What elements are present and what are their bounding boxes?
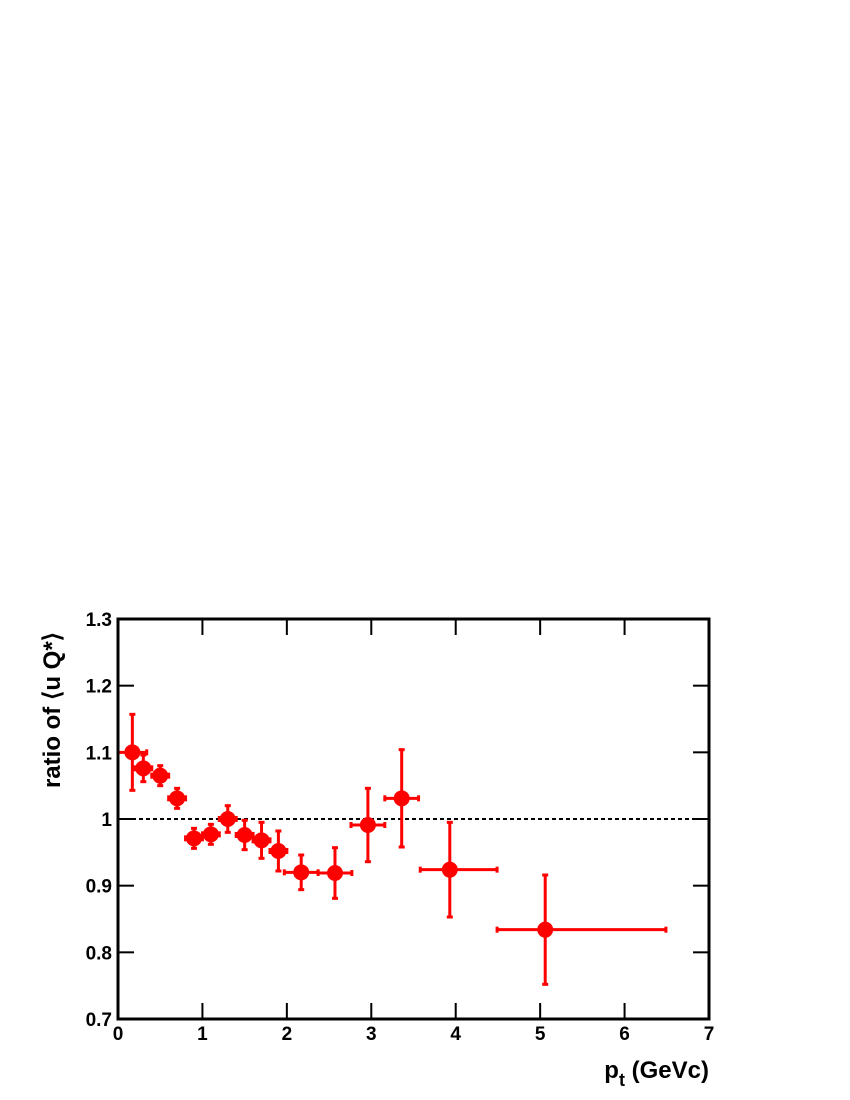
data-point xyxy=(393,790,410,807)
plot-frame xyxy=(116,617,711,1021)
data-point xyxy=(253,832,270,849)
x-label-rest: (GeVc) xyxy=(625,1057,709,1084)
y-axis-label: ratio of ⟨u Q*⟩ xyxy=(39,632,66,788)
x-axis-label: pt (GeVc) xyxy=(604,1057,709,1090)
data-point xyxy=(359,817,376,833)
data-point xyxy=(124,744,141,761)
data-point xyxy=(537,921,554,938)
x-label-sub: t xyxy=(619,1070,625,1090)
x-tick-label: 6 xyxy=(619,1024,630,1045)
y-tick-label: 1.2 xyxy=(86,677,112,698)
data-point xyxy=(135,760,152,777)
data-point xyxy=(185,830,202,847)
x-tick-label: 3 xyxy=(366,1024,377,1045)
x-tick-label: 4 xyxy=(450,1024,461,1045)
y-tick-label: 0.9 xyxy=(86,877,112,898)
data-point xyxy=(169,790,186,807)
y-tick-label: 1 xyxy=(101,810,112,831)
y-tick-label: 1.3 xyxy=(86,610,112,631)
data-point xyxy=(219,811,236,827)
x-tick-label: 0 xyxy=(113,1024,124,1045)
data-point xyxy=(202,826,219,843)
data-point xyxy=(270,843,287,859)
data-point xyxy=(152,767,169,784)
x-tick-label: 7 xyxy=(704,1024,715,1045)
y-tick-label: 1.1 xyxy=(86,743,113,764)
data-point xyxy=(326,865,343,881)
y-tick-label: 0.8 xyxy=(86,943,112,964)
data-point xyxy=(293,864,310,881)
x-label-main: p xyxy=(604,1057,619,1084)
x-tick-label: 2 xyxy=(282,1024,293,1045)
y-tick-label: 0.7 xyxy=(86,1010,112,1031)
data-point xyxy=(441,861,458,878)
x-tick-label: 1 xyxy=(197,1024,208,1045)
data-point xyxy=(236,827,253,843)
x-tick-label: 5 xyxy=(535,1024,546,1045)
